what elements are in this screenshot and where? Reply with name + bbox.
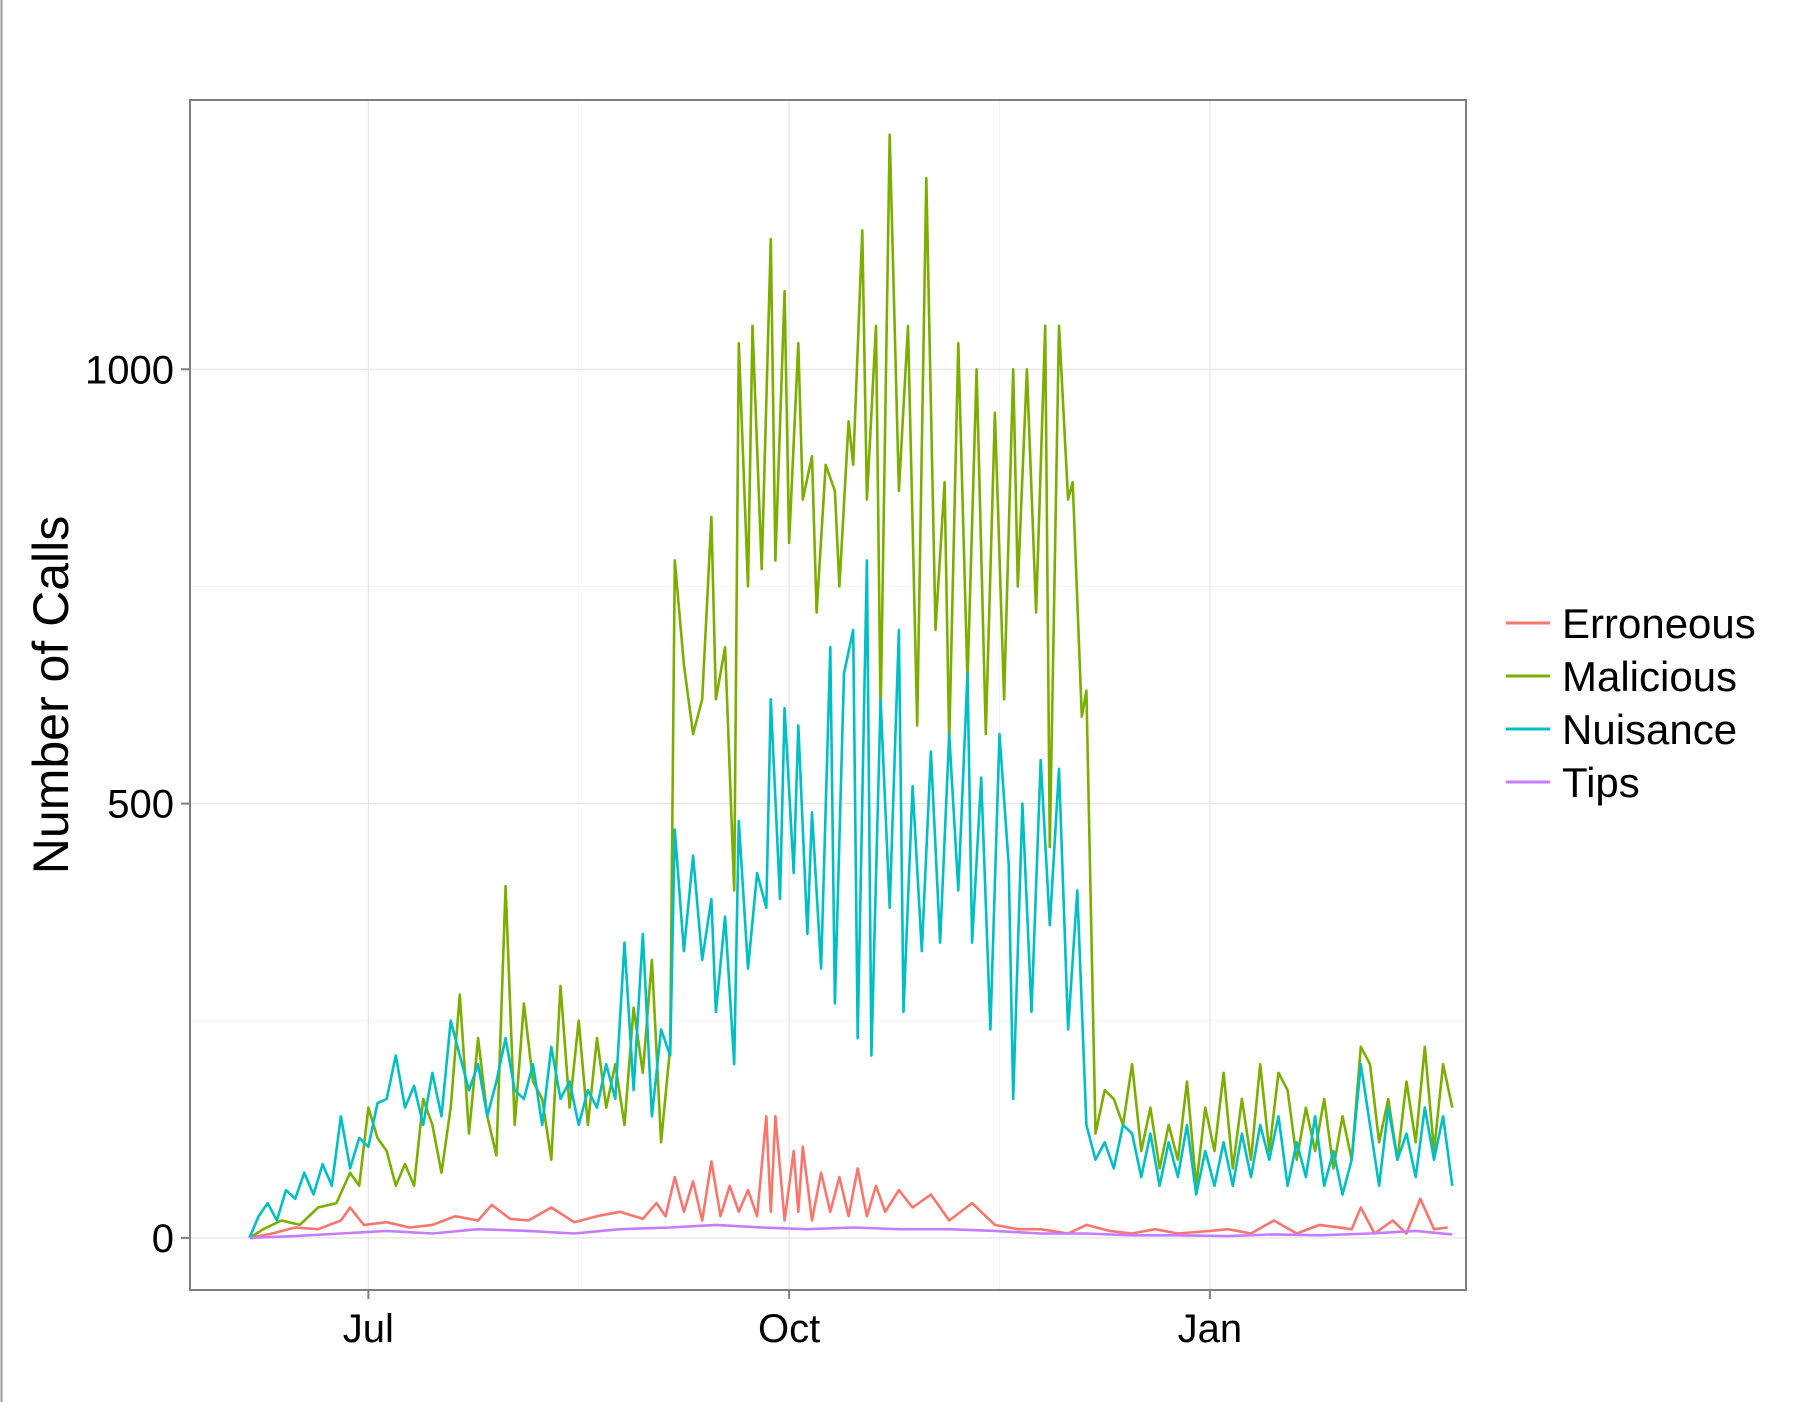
legend-label-malicious: Malicious — [1562, 653, 1737, 700]
legend: Erroneous Malicious Nuisance Tips — [1506, 600, 1756, 806]
legend-label-nuisance: Nuisance — [1562, 706, 1737, 753]
legend-label-erroneous: Erroneous — [1562, 600, 1756, 647]
plot-border — [189, 99, 1467, 1291]
plot-area — [189, 99, 1467, 1291]
y-tick-label: 0 — [152, 1217, 174, 1261]
series-line-erroneous — [249, 1115, 1448, 1240]
x-tick-label: Oct — [758, 1307, 820, 1351]
series-lines — [248, 133, 1454, 1240]
series-line-nuisance — [248, 559, 1454, 1239]
axes: 0 500 1000 Jul Oct Jan — [85, 348, 1242, 1351]
legend-label-tips: Tips — [1562, 759, 1640, 806]
y-tick-label: 1000 — [85, 348, 174, 392]
x-tick-label: Jul — [343, 1307, 394, 1351]
series-line-tips — [249, 1223, 1453, 1240]
y-axis-title: Number of Calls — [23, 516, 79, 874]
series-line-malicious — [248, 133, 1454, 1239]
grid-lines — [190, 100, 1466, 1290]
x-tick-label: Jan — [1178, 1307, 1243, 1351]
y-tick-label: 500 — [107, 783, 174, 827]
